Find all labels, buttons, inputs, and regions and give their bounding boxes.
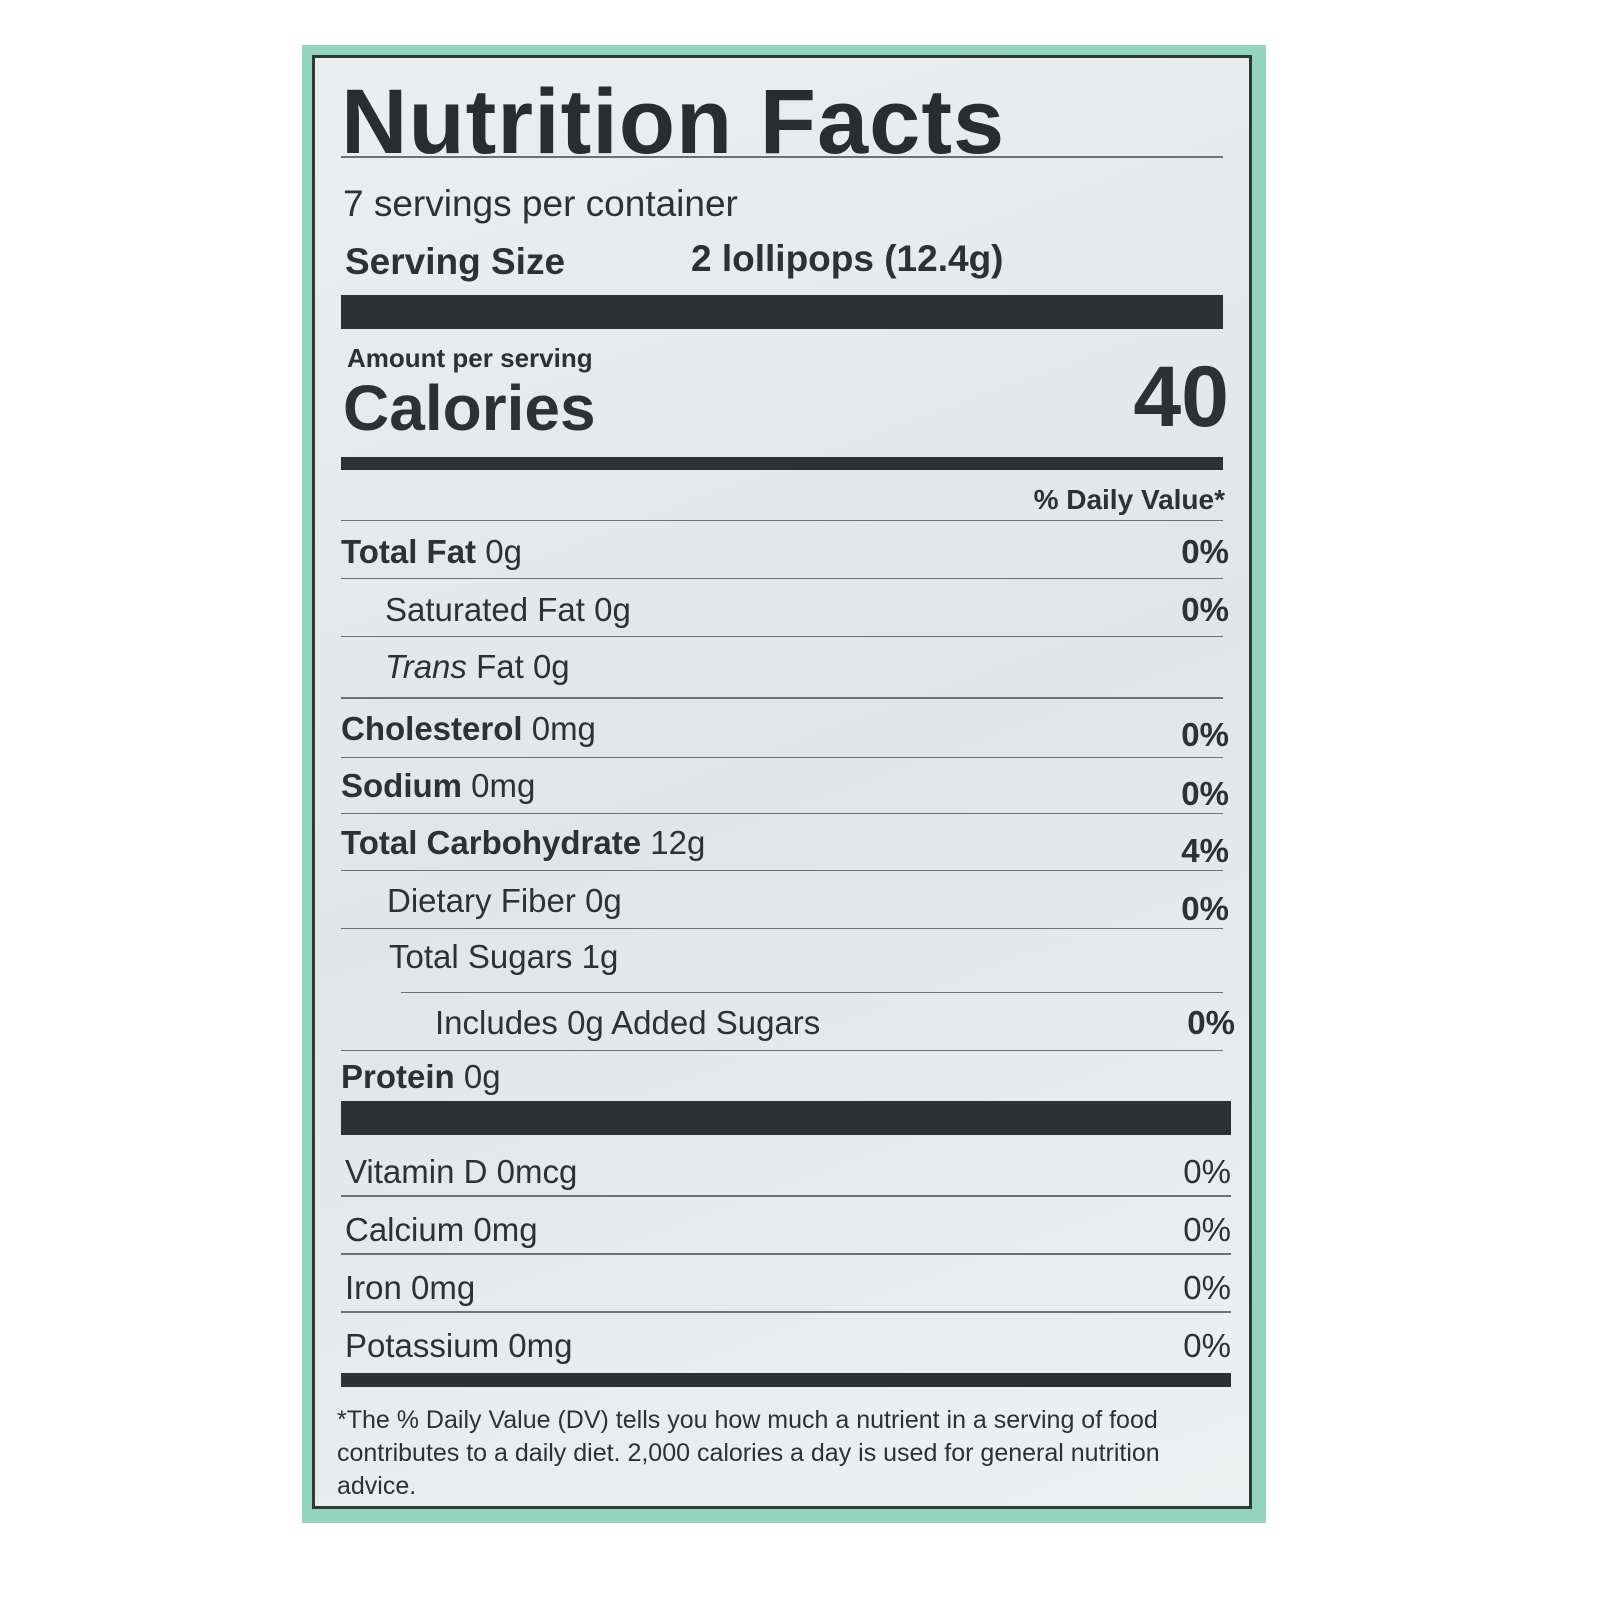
divider bbox=[341, 757, 1223, 758]
nutrient-row-total-sugars: Total Sugars 1g bbox=[341, 938, 1229, 978]
label-title: Nutrition Facts bbox=[341, 71, 1006, 173]
nutrient-name: Cholesterol bbox=[341, 710, 523, 747]
nutrient-amount: 0g bbox=[485, 533, 522, 570]
vitamin-amount: 0mg bbox=[473, 1211, 538, 1248]
nutrient-name: Sodium bbox=[341, 767, 462, 804]
vitamin-row-potassium: Potassium 0mg 0% bbox=[341, 1327, 1231, 1367]
divider bbox=[341, 813, 1223, 814]
vitamin-dv: 0% bbox=[1183, 1327, 1231, 1364]
vitamin-amount: 0mcg bbox=[496, 1153, 578, 1190]
nutrient-name: Dietary Fiber bbox=[387, 882, 576, 919]
divider bbox=[341, 578, 1223, 579]
serving-size-value: 2 lollipops (12.4g) bbox=[691, 238, 1004, 279]
nutrient-row-saturated-fat: Saturated Fat 0g 0% bbox=[341, 591, 1229, 631]
nutrient-amount: 0g bbox=[532, 648, 570, 685]
nutrient-dv: 0% bbox=[1187, 1004, 1235, 1041]
daily-value-footnote: *The % Daily Value (DV) tells you how mu… bbox=[337, 1406, 1160, 1500]
vitamin-amount: 0mg bbox=[411, 1269, 476, 1306]
nutrient-amount: 12g bbox=[650, 824, 706, 861]
nutrient-amount: 0mg bbox=[471, 767, 536, 804]
nutrient-row-added-sugars: Includes 0g Added Sugars 0% bbox=[341, 1004, 1235, 1044]
daily-value-header: % Daily Value* bbox=[1033, 484, 1225, 515]
nutrient-name: Total Carbohydrate bbox=[341, 824, 642, 861]
nutrient-row-total-fat: Total Fat 0g 0% bbox=[341, 533, 1229, 573]
vitamin-row-vitamin-d: Vitamin D 0mcg 0% bbox=[341, 1153, 1231, 1193]
nutrient-name: Total Fat bbox=[341, 533, 477, 570]
nutrient-row-total-carbohydrate: Total Carbohydrate 12g 4% bbox=[341, 824, 1229, 869]
nutrient-dv: 0% bbox=[1181, 533, 1229, 570]
divider bbox=[341, 928, 1223, 929]
vitamin-name: Vitamin D bbox=[345, 1153, 488, 1190]
vitamin-row-calcium: Calcium 0mg 0% bbox=[341, 1211, 1231, 1251]
divider bbox=[341, 697, 1223, 699]
nutrient-row-trans-fat: Trans Fat 0g bbox=[341, 648, 1229, 688]
nutrient-dv: 0% bbox=[1181, 775, 1229, 812]
package-background: Nutrition Facts 7 servings per container… bbox=[302, 45, 1266, 1523]
divider bbox=[341, 636, 1223, 637]
vitamin-row-iron: Iron 0mg 0% bbox=[341, 1269, 1231, 1309]
vitamin-dv: 0% bbox=[1183, 1269, 1231, 1306]
nutrient-name: Includes 0g Added Sugars bbox=[435, 1004, 821, 1041]
vitamin-dv: 0% bbox=[1183, 1153, 1231, 1190]
divider bbox=[341, 870, 1223, 871]
medium-divider bbox=[341, 1373, 1231, 1387]
thick-divider bbox=[341, 1101, 1231, 1135]
vitamin-name: Potassium bbox=[345, 1327, 500, 1364]
nutrient-amount: 0g bbox=[585, 882, 622, 919]
divider bbox=[341, 1311, 1231, 1313]
calories-label: Calories bbox=[343, 372, 596, 444]
nutrient-row-dietary-fiber: Dietary Fiber 0g 0% bbox=[341, 882, 1229, 927]
nutrient-amount: 0g bbox=[594, 591, 631, 628]
divider bbox=[341, 520, 1223, 521]
medium-divider bbox=[341, 457, 1223, 470]
vitamin-name: Iron bbox=[345, 1269, 402, 1306]
servings-per-container: 7 servings per container bbox=[343, 183, 738, 224]
serving-size-label: Serving Size bbox=[345, 241, 566, 282]
nutrient-amount: 0mg bbox=[531, 710, 596, 747]
nutrient-row-sodium: Sodium 0mg 0% bbox=[341, 767, 1229, 812]
nutrient-name: Saturated Fat bbox=[385, 591, 585, 628]
nutrient-dv: 0% bbox=[1181, 591, 1229, 628]
nutrient-dv: 4% bbox=[1181, 832, 1229, 869]
vitamin-dv: 0% bbox=[1183, 1211, 1231, 1248]
thick-divider bbox=[341, 295, 1223, 329]
nutrient-row-protein: Protein 0g bbox=[341, 1058, 1229, 1098]
divider bbox=[341, 1253, 1231, 1255]
divider bbox=[401, 992, 1223, 993]
calories-value: 40 bbox=[1133, 349, 1229, 445]
vitamin-amount: 0mg bbox=[508, 1327, 573, 1364]
nutrient-dv: 0% bbox=[1181, 716, 1229, 753]
nutrient-name-italic: Trans bbox=[385, 648, 467, 685]
divider bbox=[341, 1195, 1231, 1197]
nutrient-dv: 0% bbox=[1181, 890, 1229, 927]
nutrient-amount: 1g bbox=[581, 938, 619, 975]
divider bbox=[341, 156, 1223, 158]
nutrient-name: Fat bbox=[476, 648, 524, 685]
vitamin-name: Calcium bbox=[345, 1211, 465, 1248]
nutrition-facts-label: Nutrition Facts 7 servings per container… bbox=[312, 55, 1252, 1509]
nutrient-amount: 0g bbox=[463, 1058, 501, 1095]
divider bbox=[341, 1050, 1223, 1051]
nutrient-name: Total Sugars bbox=[389, 938, 573, 975]
nutrient-name: Protein bbox=[341, 1058, 455, 1095]
amount-per-serving: Amount per serving bbox=[347, 343, 593, 373]
nutrient-row-cholesterol: Cholesterol 0mg 0% bbox=[341, 710, 1229, 753]
